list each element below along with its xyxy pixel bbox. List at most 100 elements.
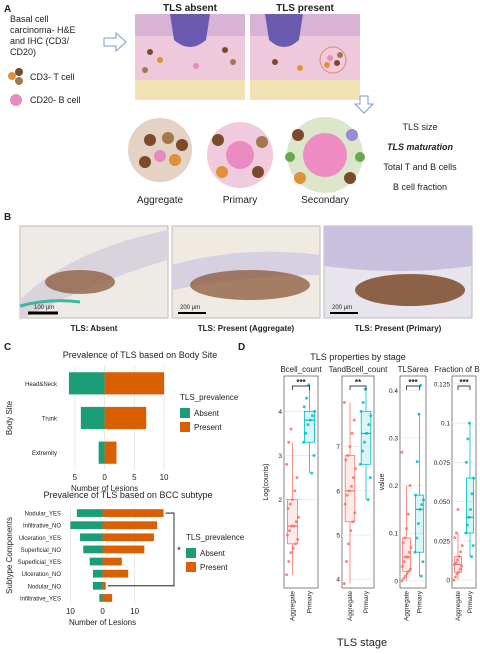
bar	[99, 594, 103, 602]
data-point	[285, 533, 289, 537]
chart-title: Prevalence of TLS based on BCC subtype	[44, 490, 213, 500]
data-point	[470, 555, 474, 559]
data-point	[346, 454, 350, 457]
caption: TLS: Absent	[71, 324, 118, 333]
y-tick-label: Ulceration_YES	[19, 536, 61, 542]
data-point	[458, 567, 462, 571]
data-point	[344, 458, 348, 462]
y-tick-label: 0	[394, 578, 398, 585]
data-point	[358, 462, 362, 466]
stage-label: Primary	[223, 195, 257, 206]
y-tick-label: Infiltrative_NO	[23, 524, 61, 530]
data-point	[454, 531, 458, 535]
data-point	[345, 560, 348, 563]
y-tick-label: 7	[336, 444, 340, 451]
legend-title: TLS_prevalence	[186, 533, 245, 542]
data-point	[363, 440, 367, 444]
y-tick-label: Ulceration_NO	[22, 572, 62, 578]
x-tick-label: Aggregate	[290, 591, 297, 621]
panel-title: Bcell_count	[280, 365, 322, 374]
axis-label: TLS stage	[337, 637, 387, 649]
tls-illustration	[128, 117, 365, 193]
data-point	[349, 484, 353, 488]
data-point	[453, 575, 457, 579]
bar	[92, 581, 103, 590]
data-point	[352, 418, 356, 422]
data-point	[456, 507, 460, 511]
y-tick-label: 0.1	[389, 531, 398, 538]
data-point	[403, 536, 407, 540]
data-point	[302, 405, 306, 409]
data-point	[420, 503, 424, 507]
data-point	[307, 383, 311, 387]
data-point	[304, 431, 308, 435]
axis-label: Number of Lesions	[69, 618, 136, 627]
axis-label: Subtype Components	[5, 517, 14, 594]
measure-label: B cell fraction	[393, 182, 447, 192]
stage-label: Secondary	[301, 195, 349, 206]
data-point	[347, 489, 351, 493]
data-point	[361, 401, 365, 404]
data-point	[293, 489, 297, 493]
data-point	[464, 531, 468, 535]
bar	[68, 372, 105, 395]
bar	[92, 569, 103, 578]
y-tick-label: 0.2	[389, 483, 398, 490]
significance-label: ***	[408, 378, 418, 387]
box	[402, 537, 411, 572]
data-point	[361, 449, 364, 453]
measure-label: TLS maturation	[387, 142, 454, 152]
panel-title: TLSarea	[398, 365, 429, 374]
data-point	[453, 536, 457, 540]
data-point	[466, 437, 470, 441]
data-point	[457, 555, 461, 559]
data-point	[305, 396, 309, 400]
data-point	[343, 502, 347, 506]
cell-icon	[10, 94, 22, 106]
panel-b: 100 µm 200 µm 200 µm TLS: Absent TLS: Pr…	[19, 225, 473, 333]
data-point	[460, 544, 464, 548]
bar	[104, 441, 117, 464]
data-point	[465, 523, 469, 527]
data-point	[408, 567, 412, 571]
panel-title: TandBcell_count	[329, 365, 388, 374]
condition-label: TLS absent	[163, 3, 218, 14]
box	[303, 410, 315, 443]
scale-bar-label: 200 µm	[180, 305, 200, 311]
data-point	[421, 560, 425, 564]
data-point	[351, 520, 355, 524]
bar	[102, 594, 113, 602]
data-point	[464, 460, 468, 464]
y-tick-label: 4	[336, 577, 340, 584]
data-point	[472, 476, 476, 480]
panel-title: Fraction of B cell	[434, 365, 480, 374]
data-point	[352, 476, 355, 480]
data-point	[359, 409, 363, 413]
box	[465, 477, 474, 534]
significance-bracket	[349, 385, 367, 390]
data-point	[293, 542, 297, 546]
y-tick-label: Head&Neck	[25, 382, 58, 388]
data-point	[400, 579, 404, 583]
data-point	[403, 574, 407, 578]
bar	[102, 581, 106, 590]
bar	[76, 509, 103, 517]
legend-swatch	[180, 422, 190, 432]
y-tick-label: 0	[446, 578, 450, 585]
data-point	[470, 492, 474, 496]
chart-title: TLS properties by stage	[310, 352, 406, 362]
panel-label: D	[238, 342, 245, 353]
y-tick-label: 0.025	[434, 538, 451, 545]
significance-bracket	[406, 385, 420, 390]
axis-label: Number of Lesions	[71, 484, 138, 493]
data-point	[402, 576, 406, 580]
data-point	[348, 445, 352, 449]
axis-label: Log(counts)	[263, 464, 270, 501]
y-tick-label: 2	[278, 497, 282, 504]
data-point	[417, 412, 421, 416]
significance-bracket	[457, 385, 471, 390]
y-tick-label: 0.1	[441, 421, 450, 428]
y-tick-label: Extremity	[32, 451, 57, 457]
bar	[83, 545, 103, 554]
legend-label: Present	[194, 423, 222, 432]
